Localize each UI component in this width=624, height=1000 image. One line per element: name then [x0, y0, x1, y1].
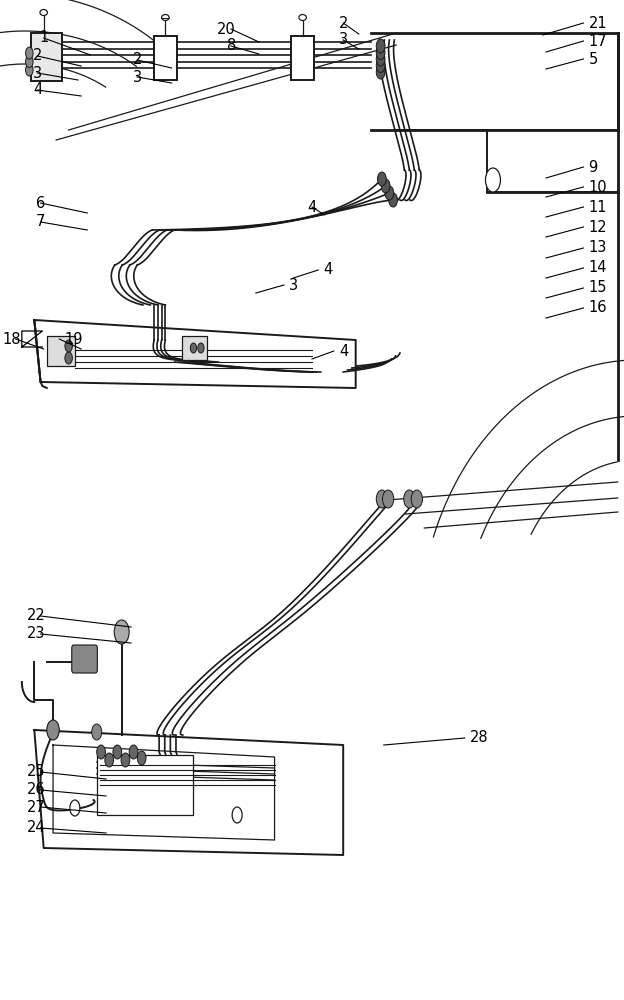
- Circle shape: [389, 193, 397, 207]
- Text: 2: 2: [133, 52, 142, 68]
- Text: 10: 10: [588, 180, 607, 194]
- Circle shape: [113, 745, 122, 759]
- Bar: [31, 32, 62, 81]
- Bar: [47, 336, 75, 366]
- Circle shape: [198, 343, 204, 353]
- Circle shape: [92, 724, 102, 740]
- Ellipse shape: [40, 9, 47, 15]
- Circle shape: [376, 39, 385, 53]
- Text: 3: 3: [133, 70, 142, 85]
- Text: 2: 2: [33, 48, 42, 64]
- Polygon shape: [34, 320, 356, 388]
- Circle shape: [485, 168, 500, 192]
- Circle shape: [376, 490, 388, 508]
- Circle shape: [232, 807, 242, 823]
- FancyBboxPatch shape: [154, 35, 177, 80]
- Text: 18: 18: [2, 332, 21, 347]
- Text: 27: 27: [27, 800, 46, 814]
- Circle shape: [385, 186, 394, 200]
- Text: 4: 4: [33, 83, 42, 98]
- Text: 24: 24: [27, 820, 46, 836]
- Circle shape: [376, 65, 385, 79]
- Polygon shape: [34, 730, 343, 855]
- Text: 25: 25: [27, 764, 46, 780]
- Circle shape: [190, 343, 197, 353]
- Text: 4: 4: [308, 200, 317, 215]
- Text: 3: 3: [339, 32, 348, 47]
- Circle shape: [378, 172, 386, 186]
- Text: 5: 5: [588, 51, 598, 66]
- Circle shape: [411, 490, 422, 508]
- Text: 19: 19: [64, 332, 83, 347]
- Text: 16: 16: [588, 300, 607, 316]
- Circle shape: [47, 720, 59, 740]
- Circle shape: [376, 52, 385, 66]
- Circle shape: [65, 340, 72, 352]
- Circle shape: [114, 620, 129, 644]
- Circle shape: [404, 490, 415, 508]
- FancyBboxPatch shape: [291, 35, 314, 80]
- Text: 14: 14: [588, 260, 607, 275]
- Text: 3: 3: [33, 66, 42, 81]
- Text: 15: 15: [588, 280, 607, 296]
- Circle shape: [26, 56, 33, 68]
- Text: 9: 9: [588, 159, 598, 174]
- Ellipse shape: [299, 14, 306, 20]
- Circle shape: [26, 64, 33, 76]
- Text: 3: 3: [289, 277, 298, 292]
- Circle shape: [376, 58, 385, 73]
- Text: 7: 7: [36, 215, 46, 230]
- Circle shape: [381, 179, 390, 193]
- Circle shape: [70, 800, 80, 816]
- Circle shape: [97, 745, 105, 759]
- Text: 4: 4: [323, 262, 333, 277]
- FancyBboxPatch shape: [72, 645, 97, 673]
- Circle shape: [26, 47, 33, 59]
- Circle shape: [121, 753, 130, 767]
- Text: 22: 22: [27, 608, 46, 624]
- Circle shape: [129, 745, 138, 759]
- Text: 8: 8: [227, 38, 236, 53]
- Text: 17: 17: [588, 33, 607, 48]
- Bar: [182, 336, 207, 360]
- Text: 12: 12: [588, 220, 607, 234]
- Text: 4: 4: [339, 344, 348, 359]
- Ellipse shape: [162, 14, 169, 20]
- Text: 13: 13: [588, 240, 607, 255]
- Bar: [97, 755, 193, 815]
- Text: 20: 20: [217, 21, 236, 36]
- Text: 6: 6: [36, 196, 46, 211]
- Text: 23: 23: [27, 626, 46, 642]
- Circle shape: [105, 753, 114, 767]
- Text: 26: 26: [27, 782, 46, 798]
- Text: 28: 28: [470, 730, 489, 746]
- Text: 2: 2: [339, 15, 348, 30]
- Text: 1: 1: [39, 30, 49, 45]
- Circle shape: [137, 751, 146, 765]
- Circle shape: [376, 45, 385, 60]
- Text: 11: 11: [588, 200, 607, 215]
- Circle shape: [65, 352, 72, 364]
- Circle shape: [383, 490, 394, 508]
- Text: 21: 21: [588, 15, 607, 30]
